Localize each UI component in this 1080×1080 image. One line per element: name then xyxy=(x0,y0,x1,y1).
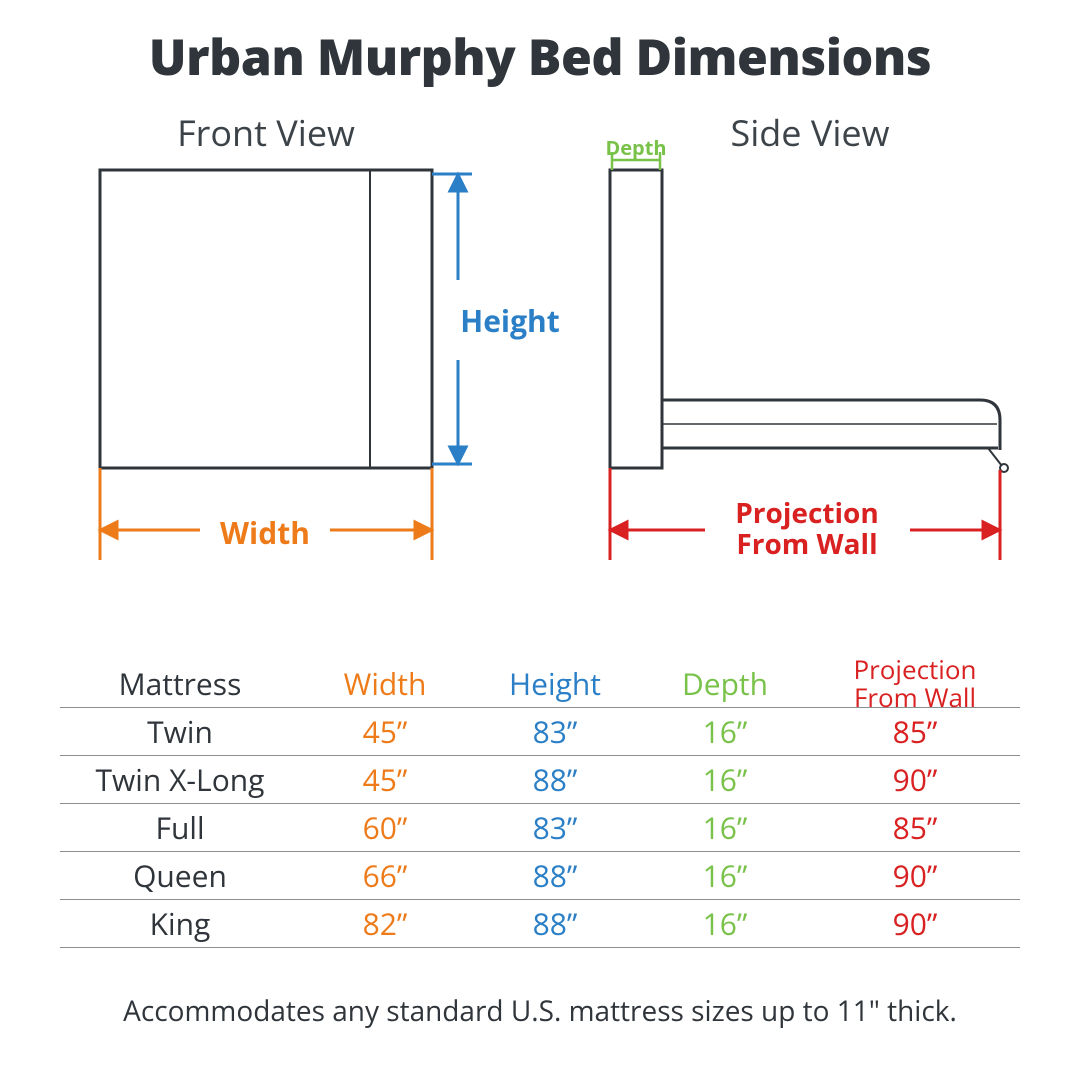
footnote: Accommodates any standard U.S. mattress … xyxy=(0,992,1080,1030)
cell-height: 88” xyxy=(470,903,640,944)
cell-depth: 16” xyxy=(640,807,810,848)
cell-height: 83” xyxy=(470,711,640,752)
table-row: Full 60” 83” 16” 85” xyxy=(60,804,1020,852)
cell-projection: 90” xyxy=(810,855,1020,896)
cell-depth: 16” xyxy=(640,855,810,896)
depth-label: Depth xyxy=(600,134,672,161)
cell-projection: 90” xyxy=(810,903,1020,944)
cell-width: 45” xyxy=(300,711,470,752)
col-projection: ProjectionFrom Wall xyxy=(810,656,1020,711)
cell-depth: 16” xyxy=(640,711,810,752)
cell-projection: 85” xyxy=(810,711,1020,752)
dimensions-table: Mattress Width Height Depth ProjectionFr… xyxy=(60,660,1020,948)
table-header-row: Mattress Width Height Depth ProjectionFr… xyxy=(60,660,1020,708)
table-row: Twin X-Long 45” 88” 16” 90” xyxy=(60,756,1020,804)
cell-projection: 85” xyxy=(810,807,1020,848)
cell-width: 45” xyxy=(300,759,470,800)
width-label: Width xyxy=(200,512,330,553)
cell-mattress: Twin xyxy=(60,711,300,752)
cell-width: 82” xyxy=(300,903,470,944)
cell-mattress: Queen xyxy=(60,855,300,896)
cell-projection: 90” xyxy=(810,759,1020,800)
height-label: Height xyxy=(440,300,580,341)
table-row: Queen 66” 88” 16” 90” xyxy=(60,852,1020,900)
cell-height: 88” xyxy=(470,855,640,896)
table-row: King 82” 88” 16” 90” xyxy=(60,900,1020,948)
cell-width: 60” xyxy=(300,807,470,848)
col-mattress: Mattress xyxy=(60,663,300,704)
cell-mattress: King xyxy=(60,903,300,944)
cell-mattress: Full xyxy=(60,807,300,848)
table-row: Twin 45” 83” 16” 85” xyxy=(60,708,1020,756)
cell-height: 88” xyxy=(470,759,640,800)
col-height: Height xyxy=(470,663,640,704)
projection-label: Projection From Wall xyxy=(702,498,912,560)
cell-depth: 16” xyxy=(640,759,810,800)
cell-depth: 16” xyxy=(640,903,810,944)
col-width: Width xyxy=(300,663,470,704)
col-depth: Depth xyxy=(640,663,810,704)
cell-mattress: Twin X-Long xyxy=(60,759,300,800)
cell-width: 66” xyxy=(300,855,470,896)
cell-height: 83” xyxy=(470,807,640,848)
